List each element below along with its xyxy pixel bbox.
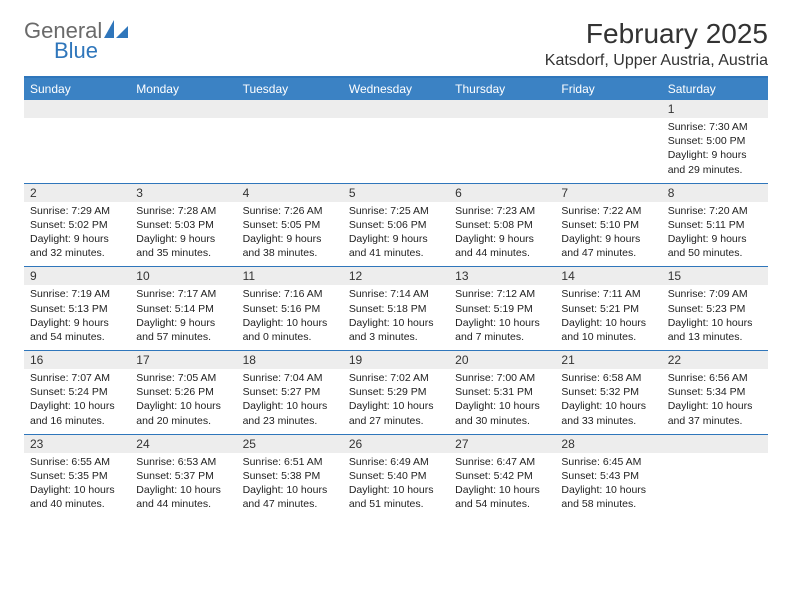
day-number [555, 100, 661, 118]
day-info: Sunrise: 7:30 AM Sunset: 5:00 PM Dayligh… [662, 118, 768, 183]
logo-part2: Blue [54, 41, 130, 61]
day-info-row: Sunrise: 7:07 AM Sunset: 5:24 PM Dayligh… [24, 369, 768, 434]
day-info: Sunrise: 7:11 AM Sunset: 5:21 PM Dayligh… [555, 285, 661, 350]
day-number: 26 [343, 435, 449, 453]
day-number: 11 [237, 267, 343, 285]
location: Katsdorf, Upper Austria, Austria [545, 52, 768, 70]
day-info: Sunrise: 7:23 AM Sunset: 5:08 PM Dayligh… [449, 202, 555, 267]
day-info: Sunrise: 6:47 AM Sunset: 5:42 PM Dayligh… [449, 453, 555, 518]
weekday-header-row: Sunday Monday Tuesday Wednesday Thursday… [24, 78, 768, 100]
calendar-page: General Blue February 2025 Katsdorf, Upp… [0, 0, 792, 517]
day-number: 23 [24, 435, 130, 453]
day-number [449, 100, 555, 118]
day-number: 20 [449, 351, 555, 369]
day-number: 28 [555, 435, 661, 453]
weekday-header: Sunday [24, 78, 130, 100]
day-number: 4 [237, 184, 343, 202]
day-number-row: 232425262728 [24, 435, 768, 453]
day-info: Sunrise: 6:56 AM Sunset: 5:34 PM Dayligh… [662, 369, 768, 434]
day-info: Sunrise: 7:12 AM Sunset: 5:19 PM Dayligh… [449, 285, 555, 350]
day-info: Sunrise: 7:20 AM Sunset: 5:11 PM Dayligh… [662, 202, 768, 267]
weekday-header: Friday [555, 78, 661, 100]
weekday-header: Monday [130, 78, 236, 100]
weekday-header: Tuesday [237, 78, 343, 100]
day-number: 24 [130, 435, 236, 453]
day-number: 7 [555, 184, 661, 202]
weekday-header: Wednesday [343, 78, 449, 100]
day-number: 17 [130, 351, 236, 369]
day-number: 18 [237, 351, 343, 369]
day-number: 25 [237, 435, 343, 453]
day-number: 1 [662, 100, 768, 118]
day-info: Sunrise: 6:58 AM Sunset: 5:32 PM Dayligh… [555, 369, 661, 434]
day-number: 19 [343, 351, 449, 369]
day-info [343, 118, 449, 183]
day-info: Sunrise: 6:55 AM Sunset: 5:35 PM Dayligh… [24, 453, 130, 518]
weekday-header: Thursday [449, 78, 555, 100]
day-number: 21 [555, 351, 661, 369]
day-info: Sunrise: 7:02 AM Sunset: 5:29 PM Dayligh… [343, 369, 449, 434]
day-info: Sunrise: 7:05 AM Sunset: 5:26 PM Dayligh… [130, 369, 236, 434]
day-number [237, 100, 343, 118]
day-info: Sunrise: 7:26 AM Sunset: 5:05 PM Dayligh… [237, 202, 343, 267]
page-header: General Blue February 2025 Katsdorf, Upp… [24, 18, 768, 70]
day-info-row: Sunrise: 7:19 AM Sunset: 5:13 PM Dayligh… [24, 285, 768, 350]
day-info [24, 118, 130, 183]
day-number: 6 [449, 184, 555, 202]
day-number: 2 [24, 184, 130, 202]
day-info [662, 453, 768, 518]
day-number: 9 [24, 267, 130, 285]
weekday-header: Saturday [662, 78, 768, 100]
day-number: 27 [449, 435, 555, 453]
day-number: 12 [343, 267, 449, 285]
day-info: Sunrise: 7:09 AM Sunset: 5:23 PM Dayligh… [662, 285, 768, 350]
day-number: 8 [662, 184, 768, 202]
day-number-row: 16171819202122 [24, 351, 768, 369]
day-number-row: 9101112131415 [24, 267, 768, 285]
day-info [130, 118, 236, 183]
day-number: 10 [130, 267, 236, 285]
day-info: Sunrise: 7:07 AM Sunset: 5:24 PM Dayligh… [24, 369, 130, 434]
day-number: 13 [449, 267, 555, 285]
day-info: Sunrise: 7:22 AM Sunset: 5:10 PM Dayligh… [555, 202, 661, 267]
day-info: Sunrise: 7:28 AM Sunset: 5:03 PM Dayligh… [130, 202, 236, 267]
day-info: Sunrise: 7:14 AM Sunset: 5:18 PM Dayligh… [343, 285, 449, 350]
day-info: Sunrise: 6:53 AM Sunset: 5:37 PM Dayligh… [130, 453, 236, 518]
day-info: Sunrise: 7:00 AM Sunset: 5:31 PM Dayligh… [449, 369, 555, 434]
day-number [24, 100, 130, 118]
day-number: 5 [343, 184, 449, 202]
day-info: Sunrise: 7:29 AM Sunset: 5:02 PM Dayligh… [24, 202, 130, 267]
day-number: 3 [130, 184, 236, 202]
day-number: 14 [555, 267, 661, 285]
logo: General Blue [24, 18, 130, 57]
day-number: 16 [24, 351, 130, 369]
day-number: 15 [662, 267, 768, 285]
day-info [449, 118, 555, 183]
day-info: Sunrise: 7:25 AM Sunset: 5:06 PM Dayligh… [343, 202, 449, 267]
day-info-row: Sunrise: 6:55 AM Sunset: 5:35 PM Dayligh… [24, 453, 768, 518]
day-info-row: Sunrise: 7:29 AM Sunset: 5:02 PM Dayligh… [24, 202, 768, 267]
day-info: Sunrise: 7:04 AM Sunset: 5:27 PM Dayligh… [237, 369, 343, 434]
day-number-row: 2345678 [24, 184, 768, 202]
day-info: Sunrise: 7:16 AM Sunset: 5:16 PM Dayligh… [237, 285, 343, 350]
day-info: Sunrise: 6:49 AM Sunset: 5:40 PM Dayligh… [343, 453, 449, 518]
day-number: 22 [662, 351, 768, 369]
day-info: Sunrise: 7:17 AM Sunset: 5:14 PM Dayligh… [130, 285, 236, 350]
day-info: Sunrise: 7:19 AM Sunset: 5:13 PM Dayligh… [24, 285, 130, 350]
month-title: February 2025 [545, 18, 768, 50]
sail-icon [104, 18, 130, 43]
day-info: Sunrise: 6:45 AM Sunset: 5:43 PM Dayligh… [555, 453, 661, 518]
day-number [662, 435, 768, 453]
title-block: February 2025 Katsdorf, Upper Austria, A… [545, 18, 768, 70]
day-info: Sunrise: 6:51 AM Sunset: 5:38 PM Dayligh… [237, 453, 343, 518]
day-info [555, 118, 661, 183]
day-number [343, 100, 449, 118]
day-info [237, 118, 343, 183]
day-number-row: 1 [24, 100, 768, 118]
logo-text: General Blue [24, 18, 130, 57]
calendar-body: 1Sunrise: 7:30 AM Sunset: 5:00 PM Daylig… [24, 100, 768, 517]
day-number [130, 100, 236, 118]
day-info-row: Sunrise: 7:30 AM Sunset: 5:00 PM Dayligh… [24, 118, 768, 183]
